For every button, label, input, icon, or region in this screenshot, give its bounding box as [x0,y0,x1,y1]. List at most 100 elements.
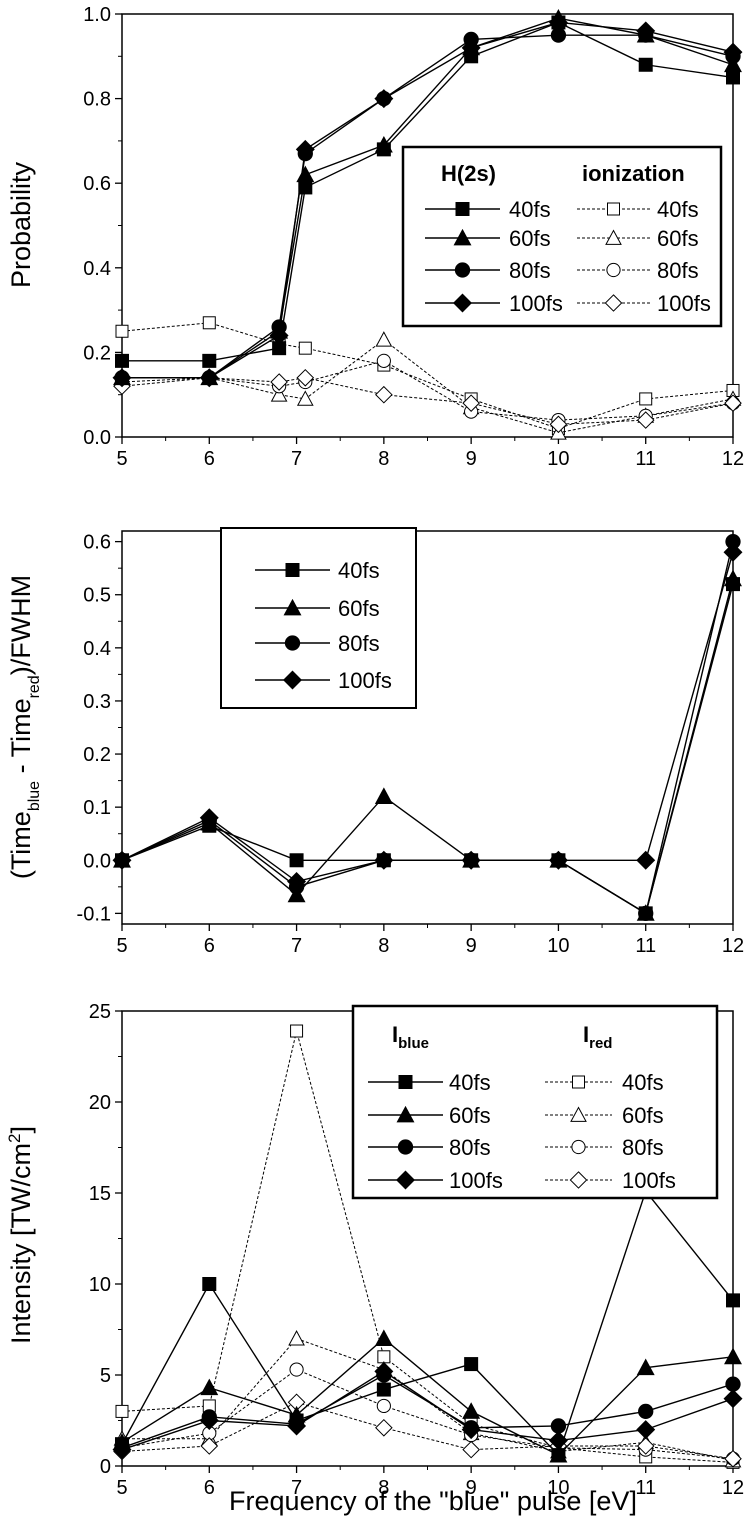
intensity-point-i-blue-100fs [112,1440,132,1460]
legend-marker-filled-60fs [283,598,302,616]
legend-title-i-red: Ired [583,1022,612,1052]
legend-label-80fs: 80fs [338,631,380,656]
intensity-point-i-blue-100fs [374,1361,394,1381]
intensity-legend: Iblue Ired 40fs 40fs 60fs 60fs 80fs 80fs 100fs… [351,1004,719,1200]
intensity-series-line-i-red-80fs [121,1368,734,1460]
intensity-point-i-blue-80fs [550,1418,567,1434]
intensity-series-line-i-blue-40fs [121,1189,734,1457]
probability-point-h-2s-40fs [638,57,653,72]
probability-point-ionization-100fs [724,394,742,412]
probability-point-h-2s-40fs [115,353,129,368]
timing-y-axis-label: (Timeblue - Timered)/FWHM [6,575,43,879]
probability-x-tick-label: 12 [722,448,744,470]
legend-label-80fs: 80fs [449,1135,491,1160]
legend-label-open-100fs: 100fs [657,291,711,316]
timing-x-tick-label: 11 [635,935,656,957]
timing-point-100fs [636,850,656,870]
probability-x-tick-label: 10 [547,448,569,470]
timing-x-tick-label: 8 [378,935,389,957]
intensity-point-i-blue-100fs [548,1431,568,1451]
intensity-y-tick-label: 15 [89,1183,111,1205]
probability-point-ionization-100fs [549,415,568,434]
intensity-point-i-blue-100fs [461,1420,481,1440]
timing-point-100fs [461,850,481,870]
intensity-point-i-red-80fs [289,1362,304,1377]
probability-y-tick-label: 0.6 [83,173,111,195]
intensity-point-i-red-100fs [636,1437,655,1455]
timing-series-line-100fs [121,552,734,883]
timing-x-tick-label: 7 [291,935,302,957]
legend-marker-open-40fs [607,202,620,216]
timing-y-tick-label: 0.6 [83,532,111,554]
legend-label-open-40fs: 40fs [657,197,699,222]
legend-label-open-40fs: 40fs [622,1070,664,1095]
intensity-x-tick-label: 10 [547,1477,569,1499]
probability-point-ionization-40fs [639,392,653,406]
legend-marker-filled-60fs [396,1105,415,1123]
legend-marker-open-60fs [570,1106,587,1122]
probability-point-h-2s-100fs [269,325,289,345]
legend-label-80fs: 80fs [509,258,551,283]
legend-label-open-60fs: 60fs [657,226,699,251]
legend-marker-filled-100fs [396,1170,415,1190]
probability-point-h-2s-40fs [726,70,740,85]
frequency-x-axis-label: Frequency of the "blue" pulse [eV] [229,1486,637,1516]
timing-point-100fs [287,872,307,891]
timing-y-tick-label: 0.4 [83,638,111,660]
intensity-y-tick-label: 0 [100,1456,111,1478]
legend-label-40fs: 40fs [338,558,380,583]
intensity-series-line-i-red-40fs [121,1030,734,1463]
intensity-point-i-blue-80fs [725,1376,741,1392]
legend-marker-filled-80fs [284,635,301,651]
probability-point-ionization-40fs [115,324,129,338]
timing-x-tick-label: 10 [547,935,569,957]
legend-marker-filled-60fs [453,228,472,246]
intensity-y-axis-label: Intensity [TW/cm2] [5,1126,36,1344]
probability-point-h-2s-100fs [723,42,743,62]
probability-point-h-2s-40fs [202,353,217,368]
legend-marker-filled-40fs [455,202,470,216]
legend-marker-filled-40fs [285,563,300,577]
intensity-point-i-blue-60fs [374,1329,393,1347]
legend-label-open-80fs: 80fs [657,258,699,283]
probability-x-tick-label: 11 [635,448,656,470]
probability-series-line-ionization-60fs [122,339,734,434]
probability-point-ionization-60fs [296,390,314,406]
probability-x-tick-label: 7 [291,448,302,470]
intensity-x-tick-label: 12 [722,1477,744,1499]
intensity-series-line-i-blue-60fs [121,1337,734,1456]
probability-point-h-2s-60fs [724,55,742,73]
timing-x-tick-label: 9 [466,935,477,957]
probability-y-tick-label: 0.0 [83,427,111,449]
timing-x-tick-label: 12 [722,935,744,957]
intensity-point-i-blue-80fs [638,1403,654,1420]
probability-y-axis-label: Probability [6,161,36,288]
timing-point-100fs [374,850,394,870]
probability-x-tick-label: 5 [116,448,127,470]
probability-panel: 5 6 7 8 9 10 11 12 0.0 0.2 0.4 0.6 0.8 1.0 Probabilit… [6,4,744,470]
intensity-point-i-blue-60fs [724,1347,742,1365]
legend-title-i-blue: Iblue [392,1022,429,1052]
intensity-point-i-blue-40fs [376,1382,391,1397]
timing-point-60fs [724,569,742,587]
intensity-point-i-red-40fs [290,1024,304,1038]
intensity-x-tick-label: 9 [466,1477,477,1499]
intensity-y-tick-label: 10 [89,1274,111,1296]
probability-point-ionization-80fs [376,353,391,368]
legend-marker-open-60fs [605,229,622,245]
intensity-point-i-blue-100fs [287,1416,307,1436]
intensity-point-i-blue-60fs [462,1402,481,1419]
probability-point-ionization-100fs [296,368,315,387]
legend-label-60fs: 60fs [449,1103,491,1128]
intensity-point-i-blue-40fs [202,1277,217,1291]
probability-point-ionization-40fs [202,316,216,330]
intensity-point-i-red-40fs [115,1404,129,1418]
intensity-series-line-i-blue-100fs [121,1370,734,1451]
timing-y-tick-label: 0.2 [83,744,111,766]
timing-y-tick-label: 0.0 [83,850,111,872]
intensity-point-i-blue-60fs [636,1358,655,1376]
legend-label-60fs: 60fs [338,596,380,621]
legend-marker-filled-80fs [397,1139,414,1155]
probability-point-ionization-40fs [298,341,312,355]
intensity-point-i-red-60fs [288,1330,305,1346]
